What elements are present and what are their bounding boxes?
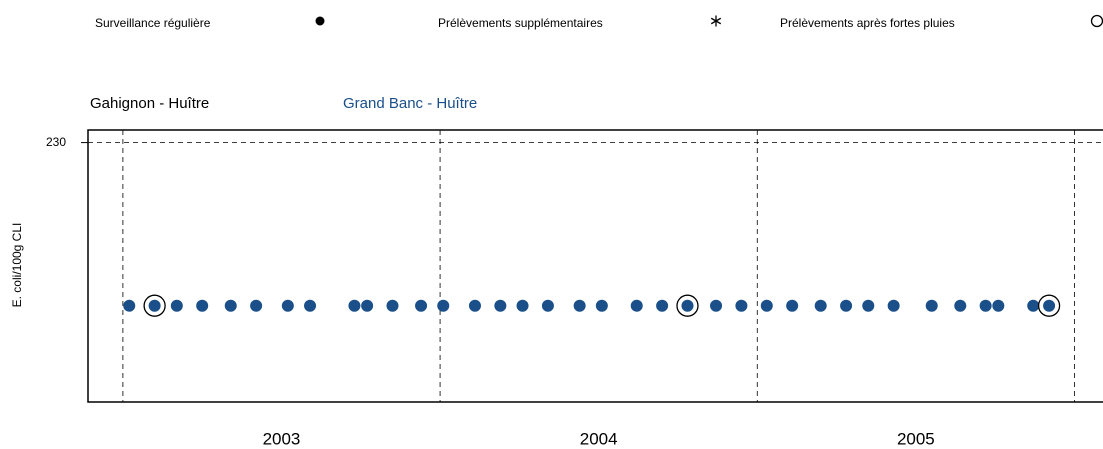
x-tick-label: 2005	[897, 429, 935, 448]
data-point	[979, 299, 992, 312]
data-point	[862, 299, 875, 312]
marker-circle	[1090, 14, 1103, 28]
data-point	[954, 299, 967, 312]
x-tick-label: 2003	[263, 429, 301, 448]
rain-ring	[143, 294, 166, 317]
data-point	[250, 299, 263, 312]
data-point	[595, 299, 608, 312]
data-point	[573, 299, 586, 312]
marker-asterisk	[710, 15, 722, 27]
legend-label: Prélèvements après fortes pluies	[780, 16, 955, 30]
data-point	[710, 299, 723, 312]
data-point	[541, 299, 554, 312]
series-legend-label: Grand Banc - Huître	[343, 95, 477, 112]
data-point	[196, 299, 209, 312]
marker-dot	[315, 16, 325, 26]
rain-ring	[676, 294, 699, 317]
data-point	[735, 299, 748, 312]
legend-label: Surveillance régulière	[95, 16, 211, 30]
data-point	[925, 299, 938, 312]
data-point	[1043, 299, 1056, 312]
data-point	[840, 299, 853, 312]
data-point	[656, 299, 669, 312]
data-point	[437, 299, 450, 312]
data-point	[304, 299, 317, 312]
data-point	[224, 299, 237, 312]
data-point	[468, 299, 481, 312]
data-point	[386, 299, 399, 312]
x-tick-label: 2004	[580, 429, 618, 448]
legend-label: Prélèvements supplémentaires	[438, 16, 603, 30]
y-tick-label: 230	[46, 135, 66, 149]
rain-ring	[1037, 294, 1061, 317]
data-point	[123, 299, 136, 312]
data-point	[992, 299, 1005, 312]
data-point	[516, 299, 529, 312]
series-legend-label: Gahignon - Huître	[90, 95, 209, 112]
asterisk-stroke	[710, 17, 722, 25]
data-point	[281, 299, 294, 312]
y-axis-label: E. coli/100g CLI	[10, 223, 24, 308]
data-point	[361, 299, 374, 312]
data-point	[1027, 299, 1040, 312]
data-point	[814, 299, 827, 312]
data-point	[760, 299, 773, 312]
data-point	[148, 299, 161, 312]
data-point	[170, 299, 183, 312]
data-point	[348, 299, 361, 312]
data-point	[630, 299, 643, 312]
data-point	[786, 299, 799, 312]
plot-frame	[87, 129, 1103, 403]
data-point	[415, 299, 428, 312]
data-point	[887, 299, 900, 312]
data-point	[681, 299, 694, 312]
data-point	[494, 299, 507, 312]
